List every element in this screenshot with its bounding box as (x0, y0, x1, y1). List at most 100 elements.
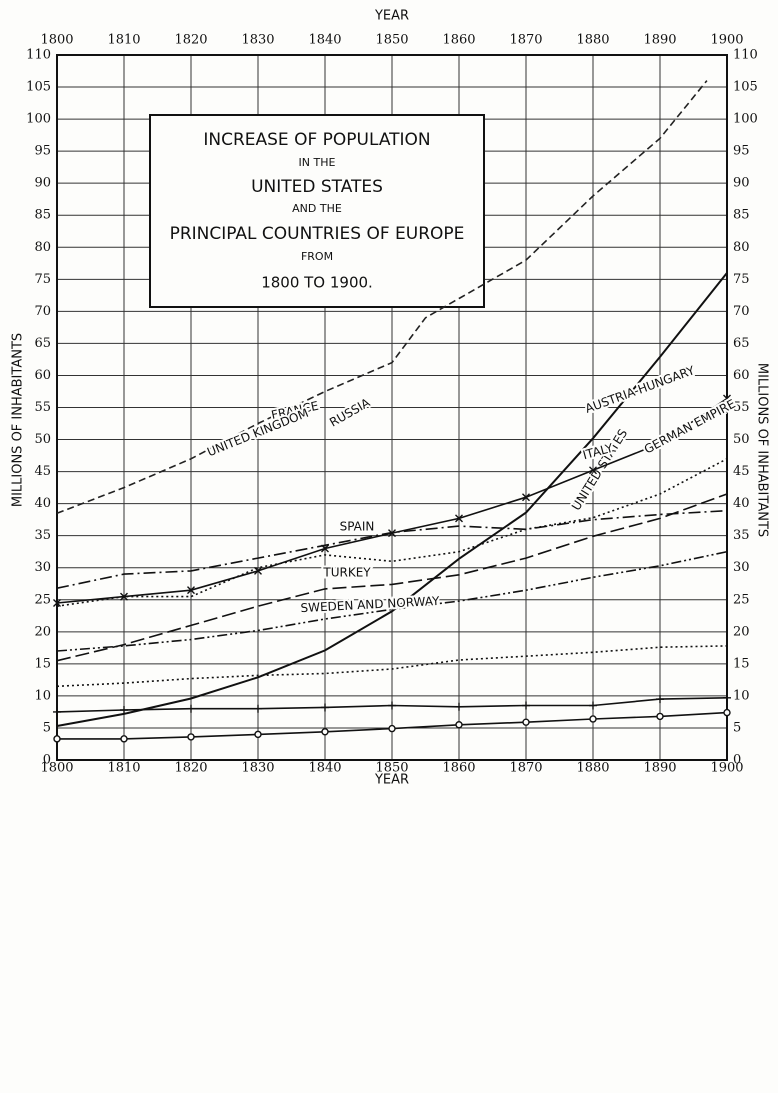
y-tick-label: 80 (34, 240, 51, 255)
series-line (56, 272, 728, 727)
point-marker (455, 721, 463, 729)
point-marker (723, 693, 731, 702)
y-tick-label-right: 90 (733, 176, 750, 191)
y-tick-label: 110 (26, 48, 51, 63)
point-marker (522, 493, 530, 502)
y-tick-label: 65 (34, 336, 51, 351)
x-tick-label: 1810 (107, 761, 140, 776)
y-tick-label-right: 10 (733, 688, 750, 703)
point-marker (120, 735, 128, 743)
y-tick-label: 105 (26, 80, 51, 95)
point-marker (589, 715, 597, 723)
x-tick-label-top: 1800 (40, 33, 73, 48)
x-tick-label-top: 1870 (509, 33, 542, 48)
y-tick-label-right: 70 (733, 304, 750, 319)
y-tick-label: 70 (34, 304, 51, 319)
y-tick-label-right: 75 (733, 272, 750, 287)
y-tick-label: 25 (34, 592, 51, 607)
chart-title: INCREASE OF POPULATION (203, 130, 430, 150)
y-tick-label-right: 40 (733, 496, 750, 511)
y-axis-label: MILLIONS OF INHABITANTS (11, 333, 26, 507)
x-tick-label-top: 1810 (107, 33, 140, 48)
point-marker (455, 514, 463, 523)
point-marker (656, 712, 664, 721)
y-tick-label-right: 95 (733, 144, 750, 159)
point-marker (254, 730, 262, 739)
y-tick-label: 55 (34, 400, 51, 415)
y-tick-label: 95 (34, 144, 51, 159)
series-label: TURKEY (322, 566, 371, 580)
x-tick-label: 1840 (308, 761, 341, 776)
y-tick-label-right: 60 (733, 368, 750, 383)
y-tick-label-right: 5 (733, 720, 741, 735)
point-marker (589, 701, 597, 710)
x-tick-label-top: 1850 (375, 33, 408, 48)
y-tick-label-right: 65 (733, 336, 750, 351)
y-tick-label: 50 (34, 432, 51, 447)
y-tick-label-right: 15 (733, 656, 750, 671)
y-tick-label: 35 (34, 528, 51, 543)
plot-border (56, 54, 728, 761)
x-axis-label: YEAR (374, 773, 409, 788)
point-marker (53, 735, 61, 743)
y-tick-label: 45 (34, 464, 51, 479)
y-tick-label-right: 100 (733, 112, 758, 127)
x-tick-label-top: 1840 (308, 33, 341, 48)
series-line (56, 509, 728, 589)
point-marker (53, 598, 61, 607)
x-tick-label: 1850 (375, 761, 408, 776)
y-tick-label-right: 110 (733, 48, 758, 63)
series-line (56, 80, 708, 515)
y-tick-label: 30 (34, 560, 51, 575)
y-tick-label: 90 (34, 176, 51, 191)
x-axis-label-top: YEAR (374, 9, 409, 24)
chart-title: FROM (301, 250, 333, 263)
x-tick-label: 1880 (576, 761, 609, 776)
point-marker (120, 706, 128, 715)
point-marker (656, 695, 664, 704)
x-tick-label-top: 1830 (241, 33, 274, 48)
title-box (149, 114, 485, 308)
y-tick-label-right: 85 (733, 208, 750, 223)
x-tick-label: 1900 (710, 761, 743, 776)
x-tick-label-top: 1860 (442, 33, 475, 48)
x-tick-label: 1860 (442, 761, 475, 776)
point-marker (187, 704, 195, 713)
point-marker (723, 394, 731, 403)
x-tick-label-top: 1880 (576, 33, 609, 48)
y-tick-label-right: 25 (733, 592, 750, 607)
chart-title: 1800 TO 1900. (261, 274, 373, 292)
y-tick-label-right: 55 (733, 400, 750, 415)
x-tick-label-top: 1890 (643, 33, 676, 48)
chart-title: UNITED STATES (251, 177, 383, 197)
x-tick-label: 1870 (509, 761, 542, 776)
x-tick-label: 1890 (643, 761, 676, 776)
point-marker (187, 733, 195, 741)
point-marker (522, 701, 530, 710)
point-marker (254, 704, 262, 713)
y-tick-label: 5 (43, 720, 51, 735)
y-tick-label: 15 (34, 656, 51, 671)
chart-title: PRINCIPAL COUNTRIES OF EUROPE (170, 224, 465, 244)
x-tick-label: 1820 (174, 761, 207, 776)
y-tick-label-right: 105 (733, 80, 758, 95)
point-marker (187, 586, 195, 595)
x-tick-label-top: 1900 (710, 33, 743, 48)
x-tick-label-top: 1820 (174, 33, 207, 48)
y-tick-label-right: 20 (733, 624, 750, 639)
y-tick-label: 40 (34, 496, 51, 511)
point-marker (723, 708, 731, 717)
y-tick-label-right: 35 (733, 528, 750, 543)
y-tick-label-right: 50 (733, 432, 750, 447)
point-marker (388, 724, 396, 733)
point-marker (656, 439, 664, 448)
point-marker (321, 728, 329, 736)
y-tick-label-right: 45 (733, 464, 750, 479)
point-marker (589, 466, 597, 475)
y-tick-label: 85 (34, 208, 51, 223)
y-tick-label: 60 (34, 368, 51, 383)
point-marker (53, 707, 61, 716)
series-line (56, 645, 728, 688)
y-tick-label: 100 (26, 112, 51, 127)
